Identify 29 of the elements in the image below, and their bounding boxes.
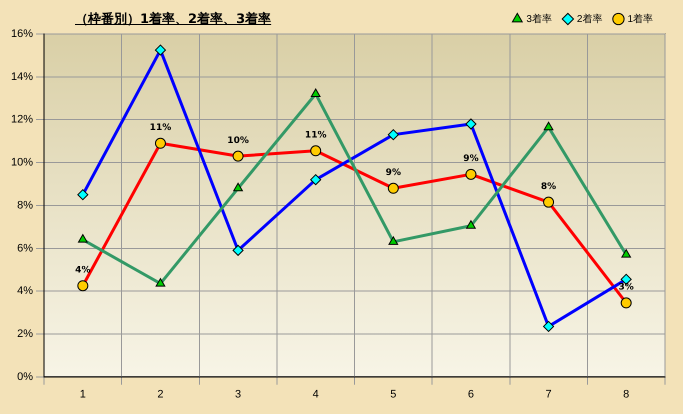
y-tick-label: 2% <box>17 328 34 340</box>
legend-label: 2着率 <box>576 12 602 25</box>
x-tick-label: 1 <box>80 388 86 400</box>
data-label: 11% <box>304 130 326 141</box>
data-label: 9% <box>463 154 479 164</box>
chart-title: （枠番別）1着率、2着率、3着率 <box>75 10 272 28</box>
y-tick-label: 12% <box>10 114 34 126</box>
x-tick-label: 2 <box>157 388 164 400</box>
x-tick-label: 8 <box>623 388 630 400</box>
y-tick-label: 14% <box>10 70 34 83</box>
data-label: 3% <box>618 282 634 293</box>
y-tick-label: 4% <box>17 285 34 298</box>
data-label: 9% <box>386 168 401 178</box>
x-tick-label: 5 <box>390 388 396 400</box>
x-tick-label: 6 <box>468 388 474 400</box>
y-tick-label: 6% <box>17 242 34 254</box>
y-tick-label: 8% <box>17 199 34 212</box>
data-label: 8% <box>540 182 556 192</box>
legend-label: 3着率 <box>526 12 552 25</box>
legend-label: 1着率 <box>627 12 653 25</box>
x-tick-label: 3 <box>235 388 242 400</box>
data-label: 10% <box>227 136 249 146</box>
x-tick-label: 4 <box>312 388 319 400</box>
x-tick-label: 7 <box>546 388 552 400</box>
y-tick-label: 10% <box>10 156 34 169</box>
y-tick-label: 0% <box>17 370 34 383</box>
y-tick-label: 16% <box>10 28 34 40</box>
data-label: 4% <box>75 266 90 276</box>
data-label: 11% <box>150 123 172 134</box>
